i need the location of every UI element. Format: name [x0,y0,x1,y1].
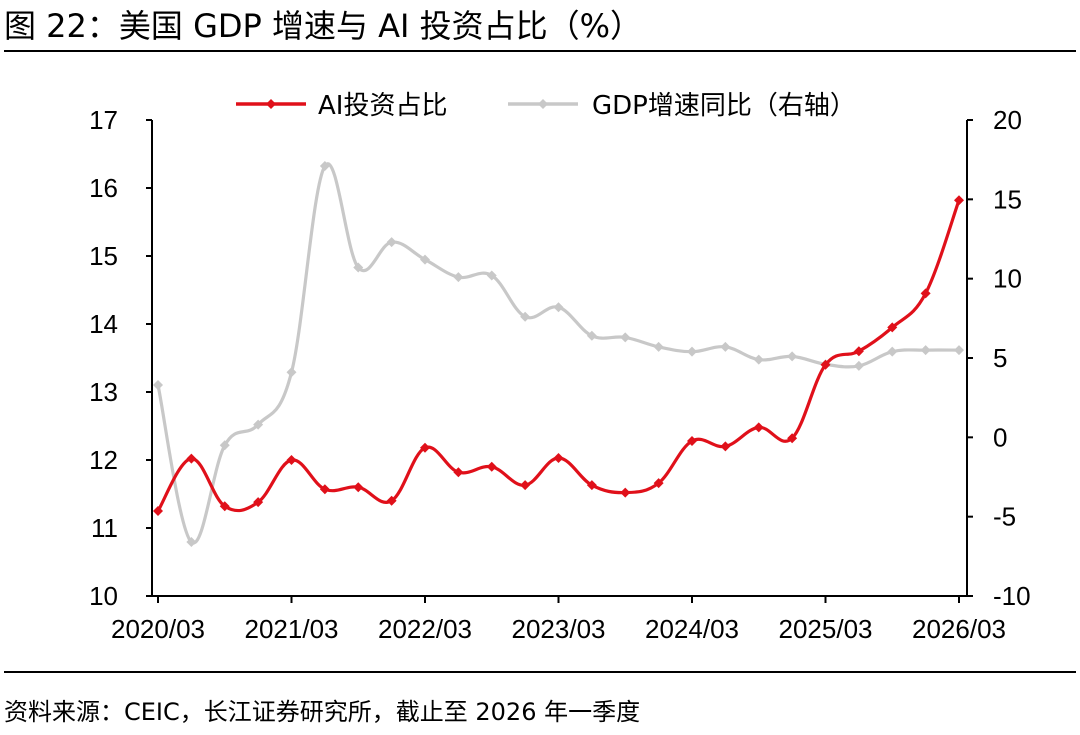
ai-investment-share-point [520,480,531,491]
gdp-growth-point [586,330,597,341]
figure-source: 资料来源：CEIC，长江证券研究所，截止至 2026 年一季度 [4,698,641,726]
ai-investment-share-point [553,452,564,463]
gdp-growth-point [887,346,898,357]
right-axis-tick-label: 10 [993,264,1022,294]
ai-investment-share-point [153,506,163,516]
gdp-growth-point [420,254,430,265]
gdp-growth-line [156,162,960,545]
legend-label-gdp-growth: GDP增速同比（右轴） [592,91,856,121]
ai-investment-share-point [586,480,597,491]
legend-label-ai-investment-share: AI投资占比 [318,91,447,121]
ai-investment-share-point [687,435,697,446]
legend-marker-gdp-growth [538,99,548,109]
left-axis-tick-label: 10 [89,581,118,611]
ai-investment-share-point [319,484,330,495]
ai-investment-share-point [820,359,831,370]
chart-axes [146,119,973,603]
gdp-growth-series [153,161,964,548]
gdp-growth-point [286,367,297,378]
left-axis-tick-label: 17 [89,105,118,135]
x-axis-tick-label: 2026/03 [912,614,1006,644]
gdp-growth-point [653,341,664,352]
ai-investment-share-point [753,422,764,433]
x-axis-tick-label: 2024/03 [645,614,739,644]
ai-investment-share-series [153,195,964,516]
left-axis-tick-label: 13 [89,377,118,407]
chart-legend: AI投资占比 GDP增速同比（右轴） [236,91,856,121]
gdp-growth-point [319,161,330,172]
right-axis-tick-label: -5 [993,502,1016,532]
gdp-growth-point [386,237,397,248]
ai-investment-share-point [486,461,497,472]
gdp-growth-point [787,351,798,362]
chart-series [153,161,964,548]
ai-investment-share-point [219,501,230,512]
gdp-growth-point [453,272,464,283]
gdp-growth-point [486,270,497,281]
chart: 10 11 12 13 14 15 16 17 -10 -5 0 5 10 15 20 2020/03 2021… [89,91,1031,644]
ai-investment-share-point [386,495,397,506]
gdp-growth-point [219,440,230,451]
right-axis-tick-label: 5 [993,343,1007,373]
right-axis-tick-label: 15 [993,184,1022,214]
left-axis-tick-label: 15 [89,241,118,271]
gdp-growth-point [620,332,631,343]
ai-investment-share-point [420,442,430,453]
figure-title: 图 22：美国 GDP 增速与 AI 投资占比（%） [4,7,643,45]
gdp-growth-point [153,379,163,390]
x-axis-tick-label: 2022/03 [378,614,472,644]
left-axis-tick-label: 12 [89,445,118,475]
left-axis-tick-label: 11 [91,513,118,543]
x-axis-tick-label: 2021/03 [245,614,339,644]
left-axis-tick-label: 16 [89,173,118,203]
ai-investment-share-line [156,199,961,513]
gdp-growth-point [753,354,764,365]
gdp-growth-point [920,345,931,356]
gdp-growth-point [553,302,564,313]
ai-investment-share-point [620,487,631,498]
ai-investment-share-point [353,482,364,493]
ai-investment-share-point [887,322,898,333]
ai-investment-share-point [653,478,664,489]
gdp-growth-point [520,311,531,322]
x-axis-tick-label: 2023/03 [512,614,606,644]
ai-investment-share-point [453,467,464,478]
title-rule [4,50,1076,52]
ai-investment-share-point [186,453,197,464]
ai-investment-share-point [954,195,964,206]
right-axis-tick-label: 20 [993,105,1022,135]
gdp-growth-point [720,341,731,352]
legend-marker-ai-investment-share [266,99,276,109]
x-axis-tick-label: 2025/03 [779,614,873,644]
chart-tick-labels: 10 11 12 13 14 15 16 17 -10 -5 0 5 10 15 20 2020/03 2021… [89,105,1031,644]
left-axis-tick-label: 14 [89,309,118,339]
ai-investment-share-point [853,346,864,357]
right-axis-tick-label: -10 [993,581,1031,611]
source-rule [4,671,1076,673]
ai-investment-share-point [720,441,731,452]
x-axis-tick-label: 2020/03 [111,614,205,644]
ai-investment-share-point [253,497,264,508]
gdp-growth-point [253,419,264,430]
right-axis-tick-label: 0 [993,422,1007,452]
gdp-growth-point [853,360,864,371]
ai-investment-share-point [286,455,297,465]
gdp-growth-point [687,346,697,357]
gdp-growth-point [353,262,364,273]
ai-investment-share-point [920,288,931,299]
ai-investment-share-point [787,433,798,444]
gdp-growth-point [954,345,964,356]
gdp-growth-point [186,537,197,548]
